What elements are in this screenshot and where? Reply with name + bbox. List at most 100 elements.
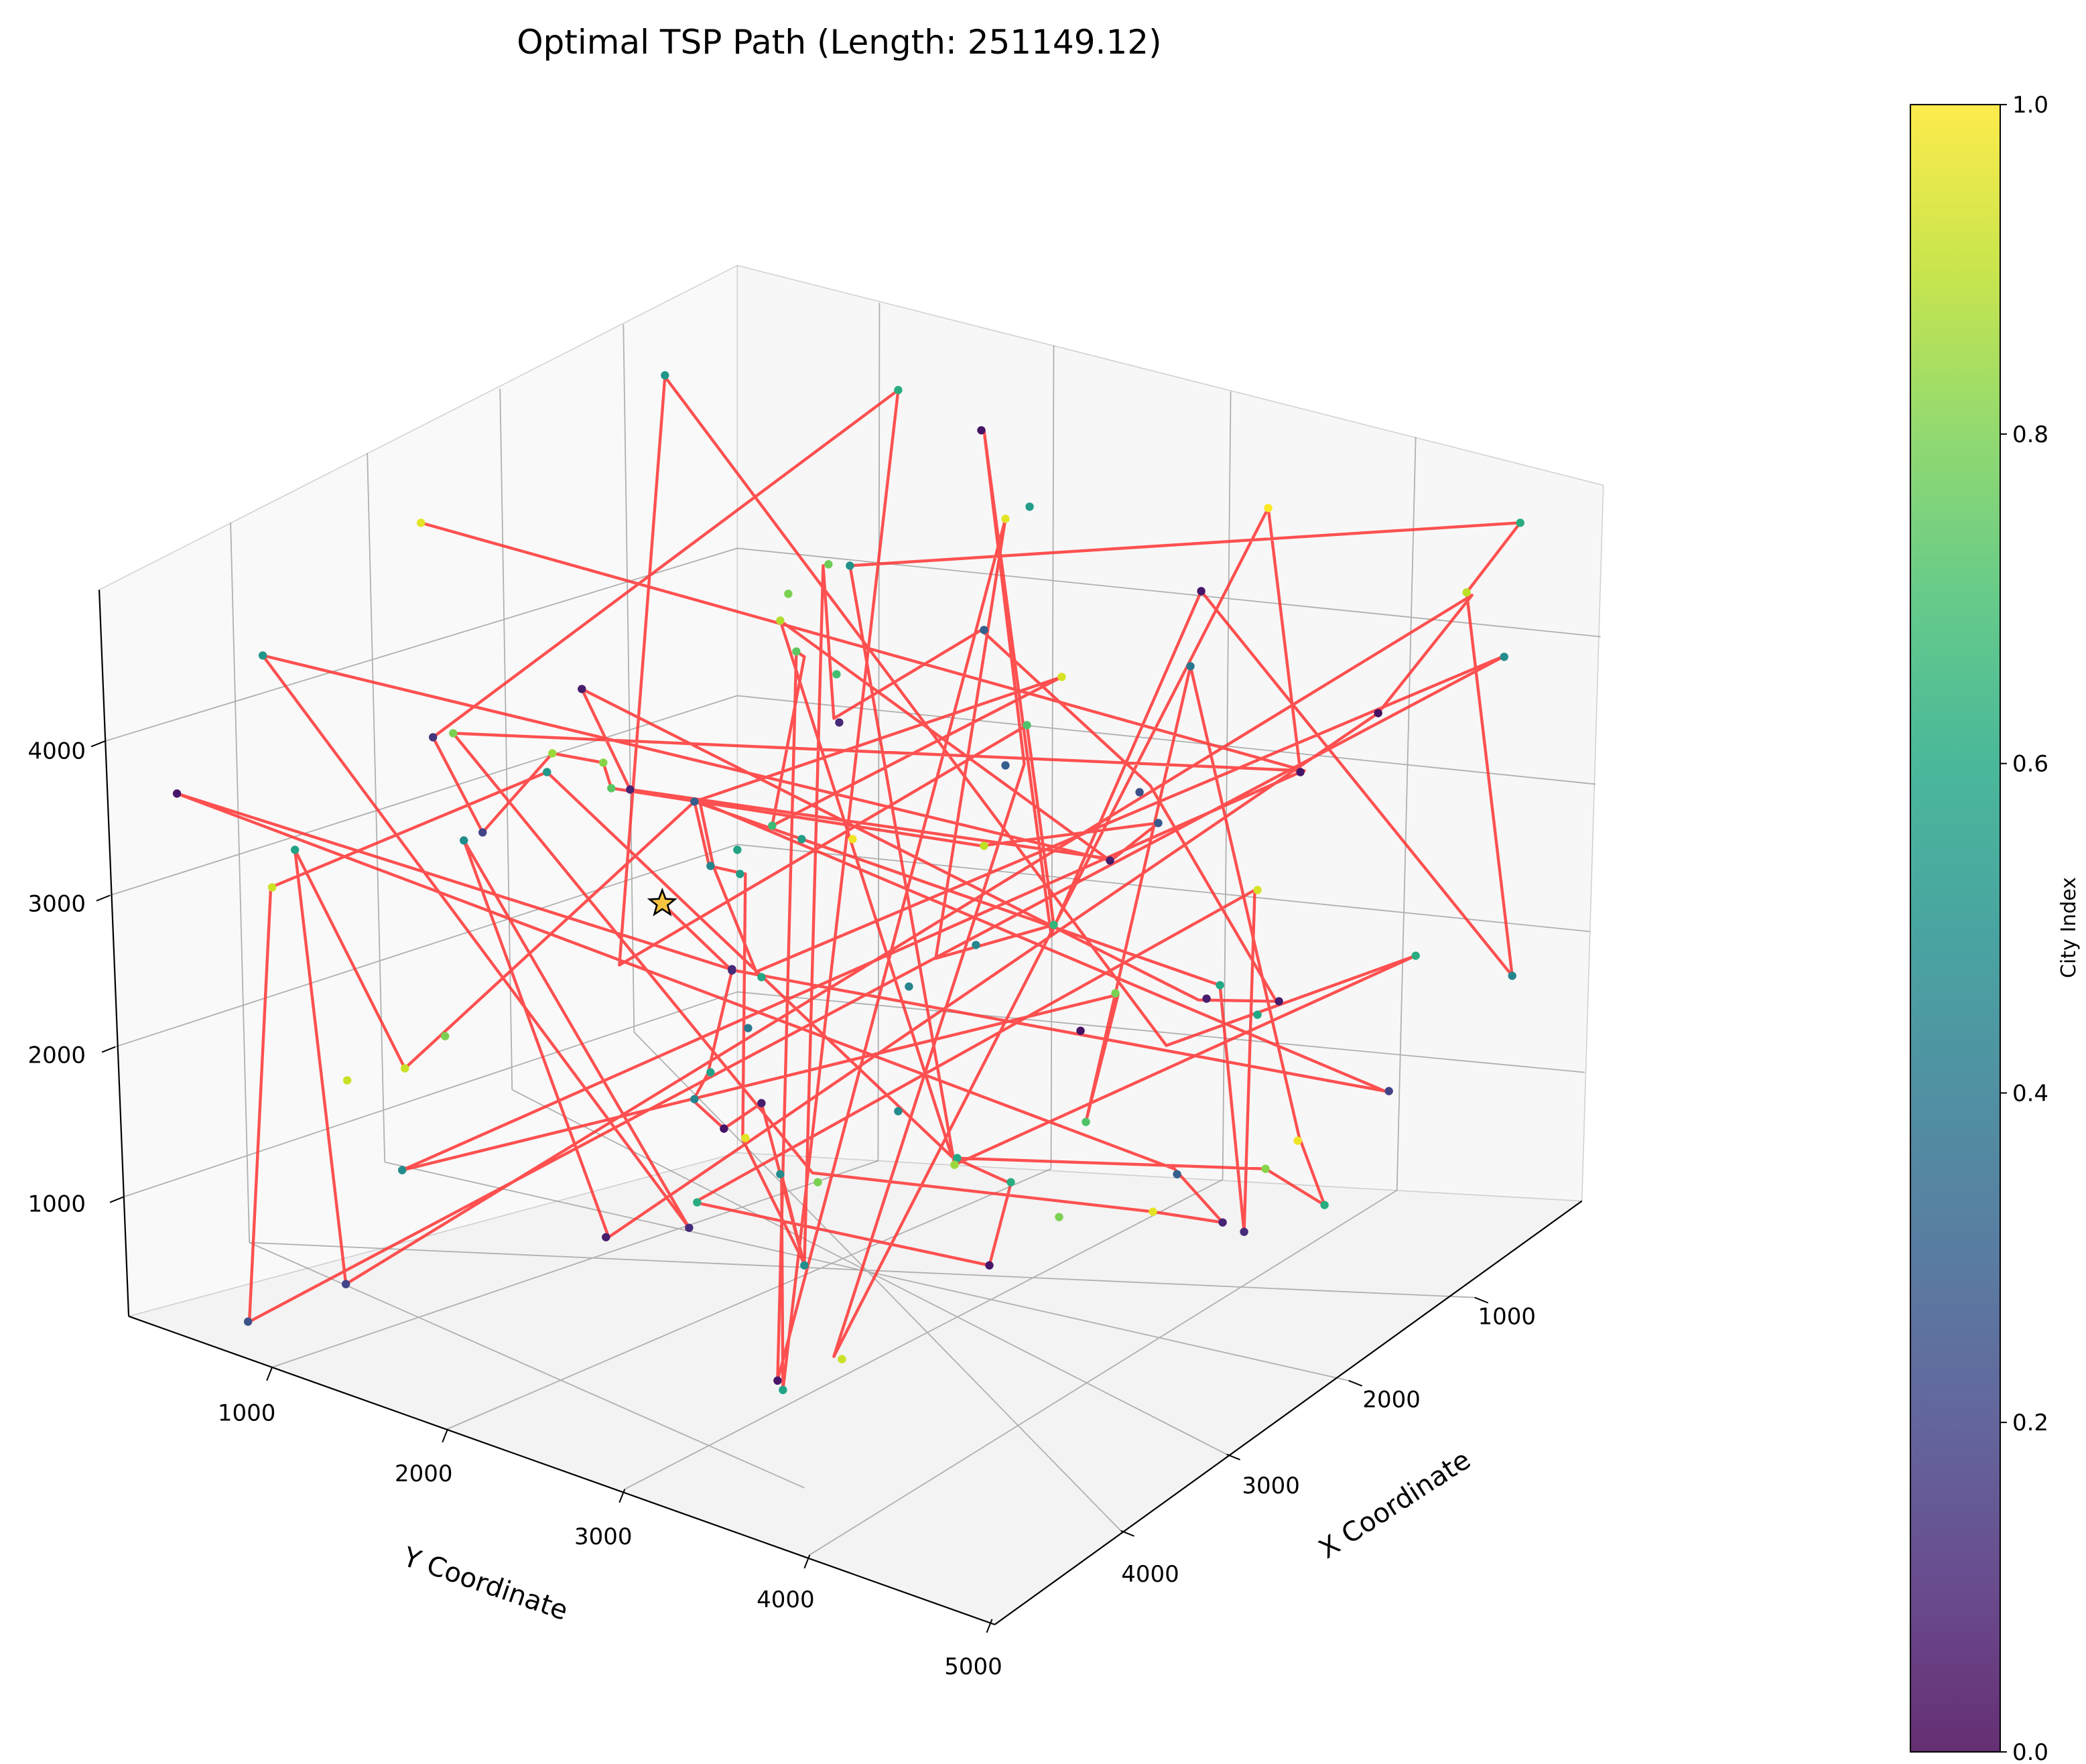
- city-point: [728, 965, 736, 973]
- city-point: [548, 749, 557, 758]
- city-point: [720, 1124, 728, 1133]
- city-point: [661, 371, 669, 380]
- city-point: [985, 1261, 994, 1270]
- city-point: [846, 561, 854, 570]
- city-point: [607, 784, 616, 793]
- city-point: [416, 519, 426, 527]
- tick-labels: 1000 2000 3000 4000 1000 2000 3000 4000 …: [28, 738, 1536, 1680]
- city-point: [1264, 504, 1273, 513]
- city-point: [1049, 921, 1058, 929]
- city-point: [1197, 587, 1205, 596]
- x-axis-line: [994, 1200, 1583, 1625]
- x-tick: [1226, 1453, 1240, 1461]
- city-point: [267, 883, 277, 892]
- grid-line: [809, 1189, 1398, 1556]
- city-point: [706, 1068, 715, 1077]
- city-point: [894, 1107, 903, 1115]
- y-tick: [442, 1428, 449, 1443]
- city-point: [258, 651, 267, 660]
- tsp-path: [175, 375, 1522, 1392]
- city-point: [1111, 989, 1120, 998]
- city-point: [602, 1233, 610, 1241]
- city-point: [1508, 971, 1516, 980]
- city-point: [1218, 1218, 1227, 1227]
- city-point: [744, 1024, 753, 1032]
- city-point: [1261, 1164, 1270, 1173]
- city-point: [1006, 1178, 1015, 1186]
- y-tick: [986, 1619, 993, 1633]
- z-tick-label: 3000: [28, 891, 86, 918]
- city-point: [449, 729, 458, 738]
- city-point: [741, 1134, 750, 1142]
- city-point: [460, 836, 468, 845]
- city-point: [1076, 1026, 1085, 1035]
- pane-edge: [1581, 485, 1604, 1201]
- city-point: [813, 1178, 822, 1186]
- pane-edge: [737, 265, 1604, 486]
- city-point: [1025, 502, 1034, 511]
- z-axis-line: [98, 590, 130, 1316]
- city-point: [706, 862, 715, 870]
- grid-line: [109, 695, 738, 896]
- city-point: [757, 1099, 766, 1107]
- city-point: [757, 973, 766, 981]
- city-point: [905, 982, 913, 991]
- grid-line: [1222, 391, 1232, 1180]
- y-tick: [266, 1367, 273, 1381]
- city-point: [1275, 997, 1283, 1006]
- gridlines: [104, 303, 1601, 1556]
- city-point: [429, 733, 438, 742]
- city-point: [797, 835, 806, 843]
- city-point: [736, 870, 744, 878]
- grid-line: [104, 547, 738, 742]
- x-tick-label: 3000: [1242, 1473, 1300, 1499]
- city-point: [1135, 788, 1144, 797]
- city-point: [1173, 1170, 1181, 1178]
- grid-line: [737, 695, 1595, 785]
- city-point: [693, 1198, 702, 1207]
- city-point: [773, 1376, 782, 1385]
- y-tick-label: 5000: [944, 1653, 1002, 1680]
- z-tick: [90, 740, 105, 748]
- pane-edge: [737, 1152, 1582, 1202]
- city-point: [478, 828, 487, 837]
- city-point: [1154, 819, 1163, 827]
- city-point: [441, 1032, 450, 1040]
- city-point: [1055, 1213, 1063, 1221]
- city-point: [779, 1385, 787, 1394]
- city-point: [578, 685, 586, 693]
- grid-line: [624, 1178, 1224, 1490]
- city-point: [1023, 721, 1031, 730]
- city-point: [1253, 886, 1262, 894]
- city-point: [1057, 673, 1066, 681]
- city-point: [342, 1076, 352, 1085]
- floor-pane: [129, 1152, 1582, 1625]
- grid-line: [737, 843, 1590, 933]
- city-point: [1293, 1136, 1302, 1145]
- grid-line: [115, 843, 738, 1048]
- y-tick: [618, 1489, 626, 1503]
- city-point: [980, 841, 988, 850]
- city-point: [1516, 519, 1524, 527]
- city-point: [768, 821, 777, 830]
- city-point: [1384, 1087, 1393, 1095]
- colorbar-tick-label: 0.0: [2012, 1739, 2048, 1764]
- city-point: [1320, 1201, 1329, 1209]
- grid-line: [384, 1161, 1349, 1381]
- city-point: [832, 670, 841, 679]
- y-tick-label: 2000: [395, 1461, 453, 1487]
- colorbar-tick-label: 0.4: [2012, 1080, 2048, 1107]
- city-point: [1106, 856, 1114, 865]
- city-point: [953, 1154, 962, 1162]
- city-point: [972, 941, 980, 949]
- city-point: [824, 560, 833, 569]
- colorbar-gradient: [1909, 104, 2001, 1753]
- z-tick-label: 2000: [28, 1042, 86, 1069]
- z-tick: [101, 1046, 116, 1053]
- y-tick-label: 4000: [757, 1586, 815, 1613]
- city-point: [792, 647, 801, 656]
- city-point: [400, 1064, 409, 1073]
- x-tick: [1120, 1530, 1134, 1537]
- city-point: [685, 1223, 694, 1232]
